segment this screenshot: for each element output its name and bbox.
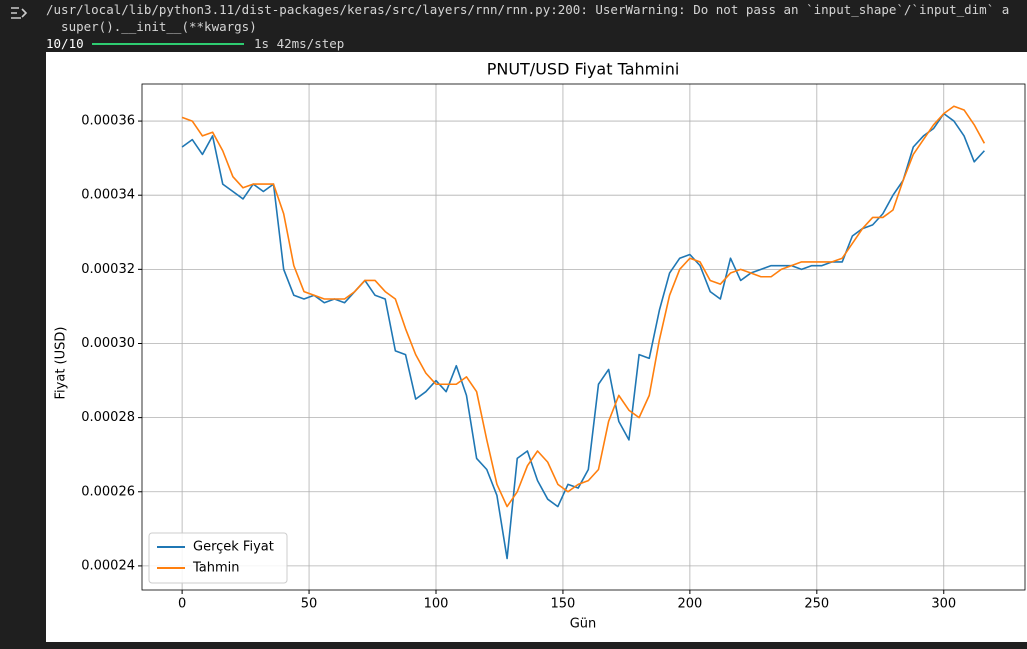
x-tick-label: 150 <box>551 597 576 612</box>
y-tick-label: 0.00034 <box>81 188 135 203</box>
legend-label: Tahmin <box>192 561 240 576</box>
legend: Gerçek Fiyat Tahmin <box>148 532 288 584</box>
x-tick-label: 300 <box>931 597 956 612</box>
y-tick-label: 0.00028 <box>81 410 135 425</box>
y-tick-label: 0.00036 <box>81 114 135 129</box>
x-tick-label: 200 <box>677 597 702 612</box>
chart-output: PNUT/USD Fiyat Tahmini Gün Fiyat (USD) 0… <box>46 52 1027 642</box>
call-text: super().__init__(**kwargs) <box>46 19 257 34</box>
x-axis-label: Gün <box>570 617 597 632</box>
chart: PNUT/USD Fiyat Tahmini Gün Fiyat (USD) 0… <box>54 60 1026 632</box>
warning-text: /usr/local/lib/python3.11/dist-packages/… <box>46 2 1010 17</box>
legend-label: Gerçek Fiyat <box>193 540 274 555</box>
chart-title: PNUT/USD Fiyat Tahmini <box>487 60 680 79</box>
x-tick-label: 50 <box>301 597 318 612</box>
legend-box <box>148 532 288 584</box>
y-tick-label: 0.00030 <box>81 336 135 351</box>
x-tick-label: 0 <box>178 597 186 612</box>
y-tick-label: 0.00026 <box>81 484 135 499</box>
output-icon[interactable] <box>8 4 30 22</box>
y-tick-label: 0.00024 <box>81 558 135 573</box>
y-tick-label: 0.00032 <box>81 262 135 277</box>
cell-output: /usr/local/lib/python3.11/dist-packages/… <box>0 0 1027 52</box>
timing-text: 1s 42ms/step <box>254 36 345 51</box>
progress-text: 10/10 <box>46 36 84 51</box>
series-line <box>181 105 986 508</box>
progress-bar <box>92 43 244 45</box>
y-axis-label: Fiyat (USD) <box>54 327 69 400</box>
x-tick-label: 250 <box>804 597 829 612</box>
x-tick-label: 100 <box>424 597 449 612</box>
plot-frame <box>141 83 1026 591</box>
